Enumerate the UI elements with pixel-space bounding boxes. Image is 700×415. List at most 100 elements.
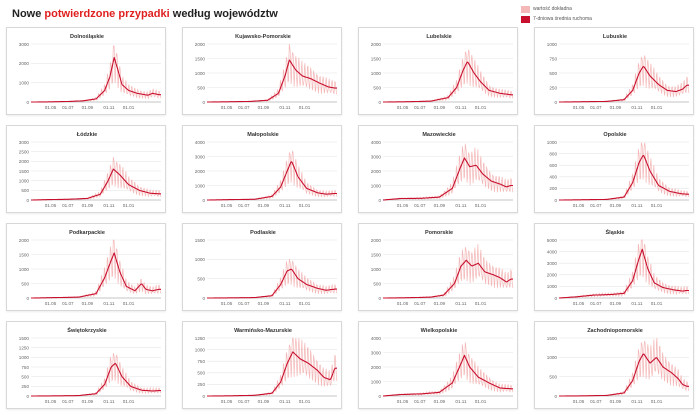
x-tick-label: 01.01 [475,399,487,404]
y-tick-label: 0 [378,296,381,301]
x-tick-label: 01.05 [221,203,233,208]
x-tick-label: 01.09 [434,301,446,306]
chart-panel: Dolnośląskie 0 1000 2000 3000 01.05 01.07 01.09… [6,27,166,115]
chart-title: Wielkopolskie [421,328,458,334]
x-tick-label: 01.11 [279,105,291,110]
chart-svg: Lubelskie 0 500 1000 1500 2000 01.05 01.07 01.09… [371,34,514,110]
y-tick-label: 400 [549,175,557,180]
series-avg-line [207,351,337,397]
chart-title: Warmińsko-Mazurskie [234,328,292,334]
y-tick-label: 800 [549,151,557,156]
x-tick-label: 01.11 [631,105,643,110]
x-tick-label: 01.11 [455,105,467,110]
y-tick-label: 500 [21,374,29,379]
y-tick-label: 2000 [19,61,30,66]
y-tick-label: 500 [197,276,205,281]
legend-label-avg: 7-dniowa średnia ruchoma [533,16,592,22]
y-tick-label: 1000 [371,267,382,272]
chart-panel: Kujawsko-Pomorskie 0 500 1000 1500 2000 01.05 0… [182,27,342,115]
y-tick-label: 2000 [19,159,30,164]
chart-svg: Mazowieckie 0 1000 2000 3000 4000 01.05 01.07 01… [371,132,514,208]
y-tick-label: 0 [202,296,205,301]
series-avg-line [383,259,513,299]
x-tick-label: 01.11 [631,399,643,404]
series-avg-line [207,59,337,103]
chart-svg: Dolnośląskie 0 1000 2000 3000 01.05 01.07 01.09… [19,34,162,110]
x-tick-label: 01.07 [238,399,250,404]
x-tick-label: 01.05 [221,105,233,110]
y-tick-label: 1500 [371,56,382,61]
legend: wartość dokładna 7-dniowa średnia ruchom… [521,4,592,24]
series-avg-line [31,56,161,103]
chart-panel: Zachodniopomorskie 0 500 1000 1500 01.05 01.07… [534,321,694,409]
x-tick-label: 01.09 [610,301,622,306]
x-tick-label: 01.07 [414,301,426,306]
chart-title: Śląskie [606,229,625,236]
series-avg-line [31,168,161,201]
x-tick-label: 01.01 [651,203,663,208]
x-tick-label: 01.01 [651,301,663,306]
y-tick-label: 750 [197,359,205,364]
y-tick-label: 0 [554,394,557,399]
legend-swatch-raw [521,5,530,13]
y-tick-label: 200 [549,186,557,191]
series-avg-line [31,362,161,397]
x-tick-label: 01.07 [590,301,602,306]
chart-panel: Małopolskie 0 1000 2000 3000 4000 01.05 01.07 01… [182,125,342,213]
x-tick-label: 01.11 [455,203,467,208]
x-tick-label: 01.11 [279,399,291,404]
x-tick-label: 01.05 [573,203,585,208]
chart-svg: Łódzkie 0 500 1000 1500 2000 2500 3000 01.05 01.0… [19,132,162,208]
x-tick-label: 01.07 [238,105,250,110]
x-tick-label: 01.07 [238,301,250,306]
y-tick-label: 500 [21,281,29,286]
chart-panel: Lubelskie 0 500 1000 1500 2000 01.05 01.07 01.09… [358,27,518,115]
series-avg-line [382,354,513,397]
chart-panel: Wielkopolskie 0 1000 2000 3000 4000 01.05 01.07… [358,321,518,409]
series-raw-line [31,157,162,201]
y-tick-label: 1000 [19,178,30,183]
x-tick-label: 01.11 [631,203,643,208]
y-tick-label: 1500 [195,238,206,243]
y-tick-label: 0 [26,198,29,203]
series-avg-line [559,154,689,201]
charts-grid: Dolnośląskie 0 1000 2000 3000 01.05 01.07 01.09… [6,27,694,411]
y-tick-label: 500 [21,188,29,193]
chart-title: Mazowieckie [422,132,455,138]
chart-title: Podkarpackie [69,230,105,236]
y-tick-label: 500 [373,281,381,286]
y-tick-label: 1500 [19,252,30,257]
chart-svg: Śląskie 0 1000 2000 3000 4000 5000 01.05 01.07 01… [547,229,690,306]
chart-title: Lubelskie [426,34,451,40]
y-tick-label: 1000 [371,183,382,188]
x-tick-label: 01.07 [590,105,602,110]
x-tick-label: 01.11 [103,301,115,306]
chart-panel: Podlaskie 0 500 1000 1500 01.05 01.07 01.09 01.1… [182,223,342,311]
y-tick-label: 1000 [19,80,30,85]
chart-title: Lubuskie [603,34,627,40]
x-tick-label: 01.05 [221,399,233,404]
chart-panel: Świętokrzyskie 0 250 500 750 1000 1250 1500 01.0… [6,321,166,409]
legend-item-raw: wartość dokładna [521,4,592,14]
chart-title: Łódzkie [77,132,97,138]
x-tick-label: 01.01 [651,105,663,110]
x-tick-label: 01.07 [414,203,426,208]
y-tick-label: 4000 [371,336,382,341]
x-tick-label: 01.09 [258,399,270,404]
y-tick-label: 1000 [195,71,206,76]
x-tick-label: 01.01 [299,399,311,404]
y-tick-label: 0 [26,100,29,105]
title-suffix: według województw [169,8,278,20]
x-tick-label: 01.01 [123,105,135,110]
series-raw-line [382,342,514,397]
x-tick-label: 01.07 [238,203,250,208]
x-tick-label: 01.11 [103,399,115,404]
y-tick-label: 0 [378,394,381,399]
y-tick-label: 1500 [19,336,30,341]
x-tick-label: 01.01 [123,203,135,208]
y-tick-label: 0 [554,198,557,203]
y-tick-label: 2000 [195,42,206,47]
chart-panel: Warmińsko-Mazurskie 0 250 500 750 1000 1250 01.… [182,321,342,409]
series-avg-line [559,66,689,103]
y-tick-label: 1000 [195,257,206,262]
